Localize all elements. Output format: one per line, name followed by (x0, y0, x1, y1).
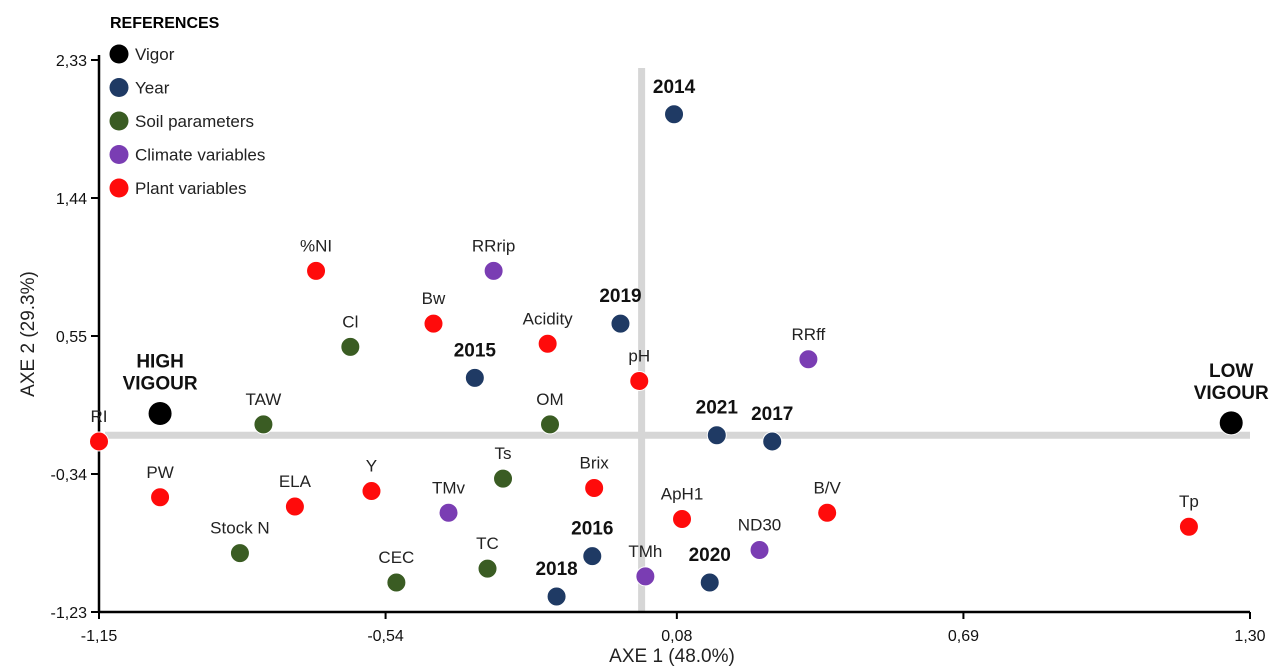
point-label-2020: 2020 (689, 545, 731, 566)
point-label-om: OM (536, 390, 563, 409)
data-points: HIGH VIGOUR LOW VIGOUR 2014 2019 2015 2021 2017 2… (89, 77, 1269, 607)
point-rrff (798, 349, 819, 370)
point-label-2015: 2015 (454, 340, 497, 361)
point-label-tc: TC (476, 534, 499, 553)
point-label-ni: %NI (300, 236, 332, 255)
point-cl (340, 336, 361, 357)
legend-label-vigor: Vigor (135, 45, 175, 64)
x-axis-label: AXE 1 (48.0%) (609, 646, 735, 666)
point-label-bw: Bw (422, 289, 446, 308)
x-tick-label: 1,30 (1234, 628, 1265, 645)
point-label-2019: 2019 (599, 286, 641, 307)
point-label-cec: CEC (378, 548, 414, 567)
point-label-ph: pH (628, 346, 650, 365)
point-tp (1178, 516, 1199, 537)
point-label-y: Y (366, 457, 377, 476)
point-2018 (546, 586, 567, 607)
point-tmv (438, 502, 459, 523)
point-2014 (664, 104, 685, 125)
point-label-tmv: TMv (432, 478, 466, 497)
point-label-b-v: B/V (813, 478, 841, 497)
point-label-rrff: RRff (792, 325, 826, 344)
point-label-2016: 2016 (571, 519, 613, 540)
point-2021 (706, 425, 727, 446)
point-brix (584, 477, 605, 498)
point-label-tmh: TMh (628, 542, 662, 561)
legend-marker-soil (109, 111, 129, 131)
point-label-high-vigour: HIGH VIGOUR (123, 352, 198, 395)
point-low-vigour (1218, 410, 1244, 436)
point-taw (253, 414, 274, 435)
point-label-ela: ELA (279, 472, 312, 491)
point-acidity (537, 333, 558, 354)
y-tick-label: -0,34 (51, 467, 88, 484)
point-b-v (817, 502, 838, 523)
point-rrrip (483, 260, 504, 281)
point-ph (629, 370, 650, 391)
x-tick-label: 0,08 (661, 628, 692, 645)
point-2017 (762, 431, 783, 452)
y-tick-label: -1,23 (51, 605, 88, 622)
y-tick-label: 2,33 (56, 53, 87, 70)
axes (91, 55, 1251, 619)
legend-label-soil: Soil parameters (135, 112, 254, 131)
point-2020 (699, 572, 720, 593)
point-stock-n (229, 543, 250, 564)
point-2016 (582, 546, 603, 567)
legend-label-plant: Plant variables (135, 179, 247, 198)
legend-label-climate: Climate variables (135, 146, 265, 165)
legend-marker-climate (109, 145, 129, 164)
legend-title: REFERENCES (110, 15, 220, 32)
point-aph1 (672, 508, 693, 529)
point-tc (477, 558, 498, 579)
point-label-ri: RI (91, 407, 108, 426)
legend: REFERENCES Vigor Year Soil parameters Climat… (109, 15, 265, 198)
point-label-acidity: Acidity (523, 309, 574, 328)
point-pw (150, 487, 171, 508)
point-2015 (464, 367, 485, 388)
point-om (540, 414, 561, 435)
point-label-2014: 2014 (653, 77, 696, 98)
tick-labels: 2,33 1,44 0,55 -0,34 -1,23 -1,15 -0,54 0,08 0,69… (51, 53, 1266, 645)
point-label-taw: TAW (245, 390, 281, 409)
legend-marker-plant (109, 178, 129, 198)
point-2019 (610, 313, 631, 334)
x-tick-label: -0,54 (367, 628, 404, 645)
point-label-ts: Ts (495, 444, 512, 463)
y-tick-label: 0,55 (56, 329, 87, 346)
point-y (361, 481, 382, 502)
x-tick-label: -1,15 (81, 628, 118, 645)
point-ela (284, 496, 305, 517)
reference-lines (105, 68, 1250, 612)
point-bw (423, 313, 444, 334)
point-high-vigour (147, 401, 173, 427)
point-label-rrrip: RRrip (472, 236, 515, 255)
point-ni (306, 260, 327, 281)
point-nd30 (749, 539, 770, 560)
point-label-stock-n: Stock N (210, 519, 270, 538)
point-label-nd30: ND30 (738, 515, 781, 534)
y-axis-label: AXE 2 (29.3%) (18, 271, 39, 397)
point-ri (89, 431, 109, 452)
point-cec (386, 572, 407, 593)
y-tick-label: 1,44 (56, 191, 87, 208)
point-label-aph1: ApH1 (661, 484, 704, 503)
point-label-2021: 2021 (696, 398, 739, 419)
point-label-2017: 2017 (751, 404, 793, 425)
point-tmh (635, 566, 656, 587)
legend-label-year: Year (135, 79, 170, 98)
point-label-cl: Cl (342, 312, 358, 331)
point-label-tp: Tp (1179, 492, 1199, 511)
x-tick-label: 0,69 (948, 628, 979, 645)
legend-marker-year (109, 78, 129, 97)
legend-marker-vigor (109, 44, 129, 64)
point-label-2018: 2018 (535, 559, 577, 580)
point-label-pw: PW (146, 463, 173, 482)
point-ts (493, 468, 514, 489)
point-label-brix: Brix (580, 453, 610, 472)
point-label-low-vigour: LOW VIGOUR (1194, 361, 1269, 404)
